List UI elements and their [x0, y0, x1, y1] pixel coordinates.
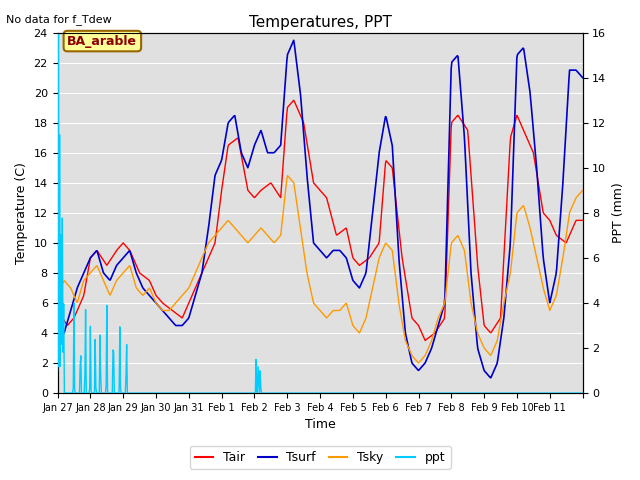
- X-axis label: Time: Time: [305, 419, 335, 432]
- Y-axis label: Temperature (C): Temperature (C): [15, 162, 28, 264]
- Y-axis label: PPT (mm): PPT (mm): [612, 182, 625, 243]
- Title: Temperatures, PPT: Temperatures, PPT: [248, 15, 392, 30]
- Text: BA_arable: BA_arable: [67, 35, 138, 48]
- Legend: Tair, Tsurf, Tsky, ppt: Tair, Tsurf, Tsky, ppt: [189, 446, 451, 469]
- Text: No data for f_Tdew: No data for f_Tdew: [6, 14, 112, 25]
